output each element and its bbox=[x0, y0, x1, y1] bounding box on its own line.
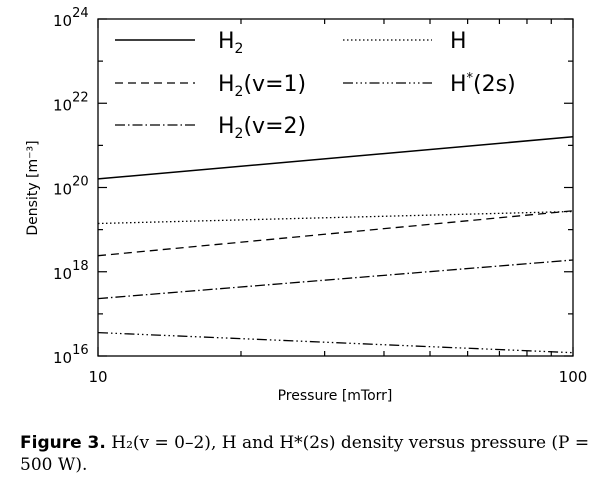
series-line-4 bbox=[97, 259, 574, 300]
x-axis-ticks: 10 100 bbox=[88, 19, 587, 386]
figure-label: Figure 3. bbox=[20, 433, 106, 453]
legend-label-h: H bbox=[450, 29, 467, 54]
x-axis-label: Pressure [mTorr] bbox=[278, 388, 393, 404]
y-tick-label: 1018 bbox=[53, 259, 89, 283]
series-layer bbox=[97, 136, 574, 354]
legend-label-h2s: H*(2s) bbox=[450, 71, 516, 97]
plot-frame bbox=[97, 18, 574, 357]
figure-caption: Figure 3. H₂(v = 0–2), H and H*(2s) dens… bbox=[20, 432, 590, 476]
series-line-0 bbox=[97, 136, 574, 180]
y-tick-label: 1020 bbox=[53, 175, 89, 199]
density-chart: 10 100 1016 1018 1020 1022 1024 H2 H H2(v=1) … bbox=[25, 6, 587, 404]
series-line-2 bbox=[97, 210, 574, 257]
x-tick-label: 100 bbox=[559, 368, 588, 386]
legend-label-h2v2: H2(v=2) bbox=[218, 114, 306, 142]
y-tick-label: 1016 bbox=[53, 343, 89, 367]
x-tick-label: 10 bbox=[88, 368, 107, 386]
y-axis-ticks: 1016 1018 1020 1022 1024 bbox=[53, 6, 573, 367]
legend-label-h2: H2 bbox=[218, 29, 243, 57]
figure-caption-text: H₂(v = 0–2), H and H*(2s) density versus… bbox=[20, 433, 590, 475]
legend: H2 H H2(v=1) H*(2s) H2(v=2) bbox=[115, 29, 516, 142]
y-tick-label: 1022 bbox=[53, 90, 89, 114]
series-line-3 bbox=[97, 331, 574, 354]
legend-label-h2v1: H2(v=1) bbox=[218, 72, 306, 100]
y-tick-label: 1024 bbox=[53, 6, 89, 30]
y-axis-label: Density [m⁻³] bbox=[25, 140, 41, 235]
